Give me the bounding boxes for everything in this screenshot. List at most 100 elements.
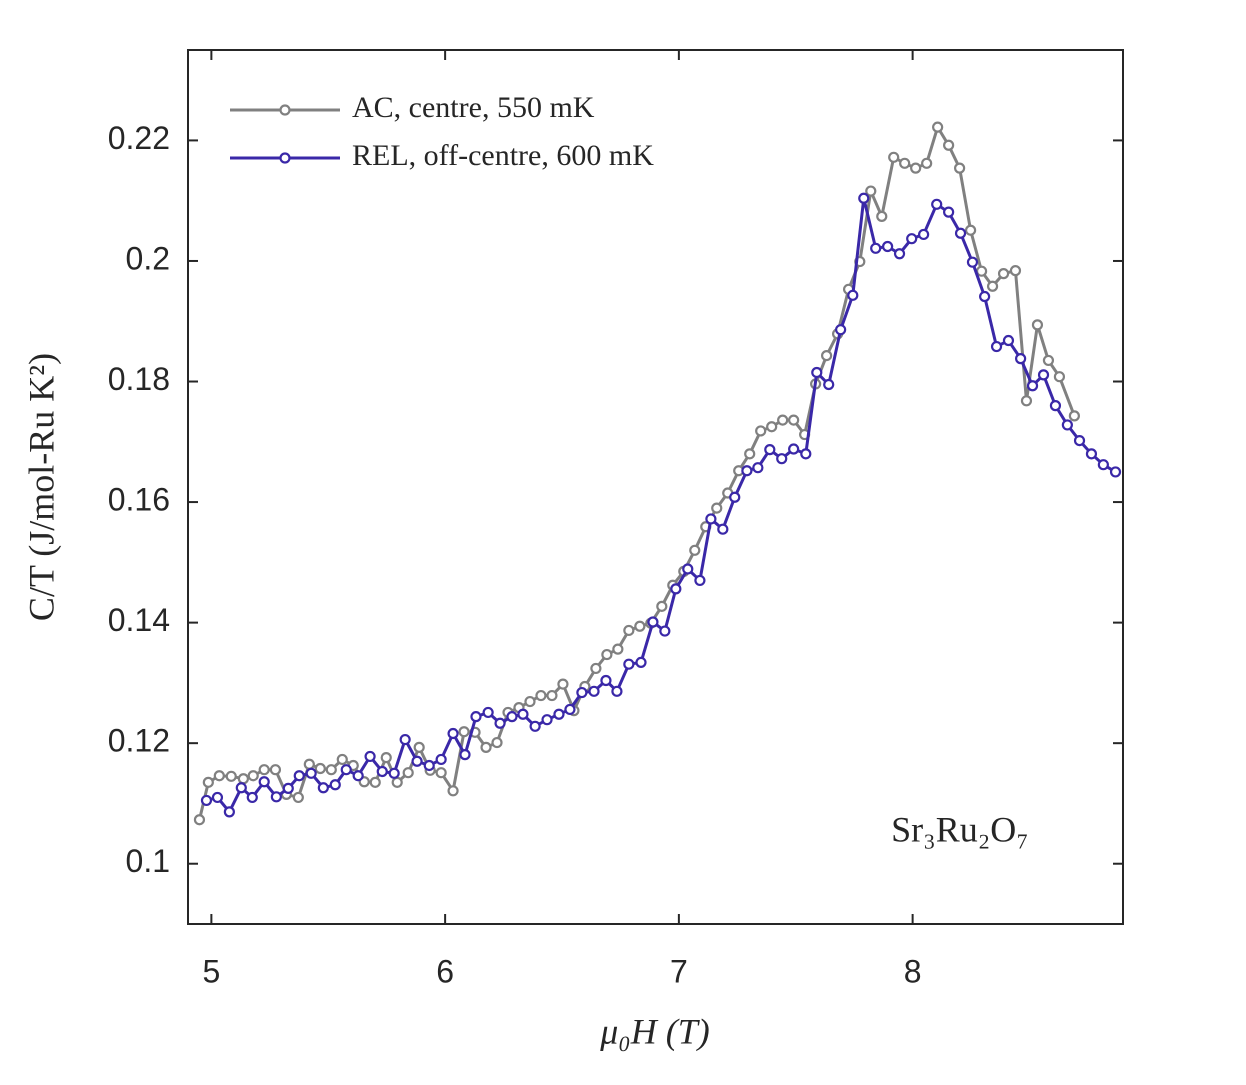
data-point [659, 625, 671, 637]
data-point [336, 753, 348, 766]
data-point [223, 806, 235, 818]
data-point [482, 706, 494, 719]
data-point [470, 711, 482, 723]
legend-marker [279, 152, 291, 164]
plot-frame [187, 49, 1124, 925]
data-point [193, 814, 206, 826]
data-point [899, 157, 911, 169]
data-point [553, 708, 565, 720]
data-point [399, 733, 411, 746]
data-point [776, 453, 788, 465]
data-point [200, 794, 213, 807]
data-point [1002, 334, 1015, 347]
legend-marker [279, 104, 291, 116]
data-point [329, 779, 341, 791]
data-point [943, 139, 955, 151]
data-point [225, 770, 237, 782]
data-point [893, 248, 906, 260]
data-point [1020, 395, 1033, 407]
data-point [435, 767, 447, 779]
data-point [369, 776, 381, 788]
y-tick-label: 0.18 [108, 361, 170, 397]
data-point [689, 544, 701, 556]
data-point [870, 242, 882, 254]
data-point [237, 773, 249, 785]
data-point [590, 662, 602, 675]
data-point [576, 686, 588, 699]
data-point [270, 791, 282, 803]
data-point [634, 620, 646, 632]
data-point [865, 185, 877, 197]
data-point [623, 624, 635, 637]
data-point [529, 720, 541, 732]
data-point [269, 764, 282, 776]
data-point [546, 689, 558, 702]
data-point [997, 268, 1010, 280]
data-point [211, 791, 224, 804]
data-point [202, 776, 214, 788]
data-point [966, 256, 979, 268]
data-point [741, 465, 753, 477]
data-point [906, 233, 918, 245]
data-point [1073, 434, 1086, 447]
data-point [612, 643, 624, 655]
data-point [305, 767, 317, 779]
data-point [670, 583, 682, 595]
data-point [1068, 410, 1080, 422]
data-point [1009, 265, 1022, 277]
y-tick-label: 0.16 [108, 482, 170, 518]
data-point [317, 782, 329, 794]
data-point [705, 513, 717, 525]
y-tick-label: 0.22 [108, 120, 170, 156]
data-point [564, 703, 576, 716]
data-point [611, 685, 623, 697]
data-point [1085, 448, 1098, 460]
data-point [764, 444, 776, 456]
data-point [1049, 400, 1062, 412]
data-point [847, 289, 859, 301]
data-point [588, 685, 600, 697]
data-point [435, 753, 447, 766]
data-point [788, 414, 800, 426]
data-point [494, 717, 506, 729]
data-point [954, 162, 966, 174]
data-point [635, 656, 647, 669]
data-point [535, 689, 547, 702]
data-point [411, 755, 423, 767]
data-point [729, 491, 741, 503]
data-point [282, 782, 294, 794]
x-tick-label: 7 [670, 953, 688, 989]
data-point [766, 421, 778, 433]
data-point [1042, 354, 1055, 367]
data-point [821, 349, 833, 362]
data-point [447, 785, 459, 797]
annotation: Sr₃Ru₂O₇ [891, 809, 1029, 849]
data-point [557, 678, 569, 690]
data-point [600, 674, 612, 687]
data-point [647, 616, 659, 628]
data-point [458, 726, 470, 738]
data-point [918, 228, 930, 241]
data-point [459, 749, 471, 761]
data-point [506, 711, 518, 723]
data-point [601, 648, 613, 661]
data-point [811, 366, 823, 379]
data-point [1097, 459, 1109, 471]
x-tick-label: 5 [202, 953, 220, 989]
y-axis-label: C/T (J/mol-Ru K²) [21, 353, 61, 621]
data-point [541, 714, 553, 726]
data-point [1037, 369, 1050, 381]
data-point [380, 752, 392, 764]
data-point [293, 770, 305, 782]
data-point [246, 791, 258, 804]
x-axis-label: μ₀H (T) [599, 1011, 710, 1051]
data-point [1109, 466, 1122, 478]
data-point [623, 658, 635, 670]
data-point [975, 265, 988, 277]
data-point [1026, 380, 1039, 392]
data-point [258, 776, 270, 788]
y-tick-label: 0.2 [126, 240, 170, 276]
data-point [480, 741, 492, 753]
data-point [388, 767, 400, 779]
data-point [835, 324, 847, 336]
